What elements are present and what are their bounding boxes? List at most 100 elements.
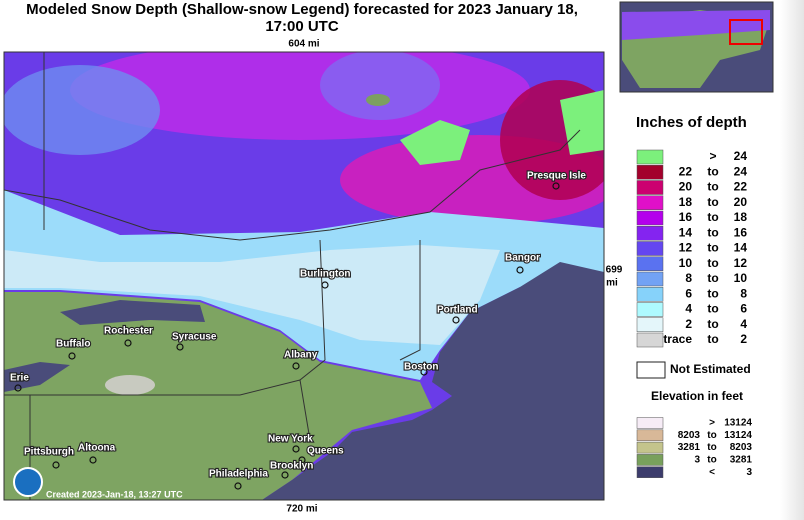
inset-map — [619, 1, 774, 93]
legend-label: 2 — [685, 317, 692, 331]
legend-label: to — [707, 210, 718, 224]
lake — [60, 300, 205, 325]
legend-title: Inches of depth — [636, 114, 747, 131]
city-marker — [552, 182, 560, 190]
legend-label: 6 — [685, 286, 692, 300]
city-marker — [292, 362, 300, 370]
city-marker — [452, 316, 460, 324]
legend-label: to — [707, 430, 716, 441]
legend-label: 2 — [740, 332, 747, 346]
legend-label: 3281 — [678, 442, 701, 453]
legend-label: trace — [663, 332, 692, 346]
legend-label: 13124 — [724, 418, 752, 429]
city-marker — [234, 482, 242, 490]
legend-swatch — [636, 195, 664, 210]
legend-label: 24 — [734, 164, 748, 178]
title-line: 17:00 UTC — [265, 18, 339, 35]
city-label: Queens — [307, 446, 344, 457]
legend-label: to — [707, 256, 718, 270]
map-frame — [3, 51, 605, 501]
legend-label: 13124 — [724, 430, 752, 441]
land — [105, 375, 155, 395]
legend-label: to — [707, 302, 718, 316]
city-label: Philadelphia — [209, 469, 268, 480]
city-label: Albany — [284, 350, 318, 361]
legend-label: 3 — [746, 467, 752, 478]
city-label: Brooklyn — [270, 461, 313, 472]
city-label: Erie — [10, 373, 29, 384]
legend-label: 8 — [740, 286, 747, 300]
land — [366, 94, 390, 106]
boundaries — [4, 52, 581, 500]
title-line: Modeled Snow Depth (Shallow-snow Legend)… — [26, 1, 578, 18]
legend-swatch — [636, 332, 664, 348]
city-label: Presque Isle — [527, 171, 586, 182]
legend-swatch — [636, 429, 664, 442]
city-marker — [321, 281, 329, 289]
snow-area — [400, 120, 470, 165]
legend-label: 3281 — [730, 455, 753, 466]
legend-label: 12 — [734, 256, 748, 270]
legend-label: 24 — [734, 149, 748, 163]
legend-label: > — [709, 149, 716, 163]
ocean — [262, 262, 604, 500]
legend-swatch — [636, 271, 664, 287]
noaa-logo — [13, 467, 43, 497]
city-label: Pittsburgh — [24, 447, 74, 458]
created-note: Created 2023-Jan-18, 13:27 UTC — [46, 489, 183, 499]
snow-area — [320, 52, 440, 120]
map: Presque Isle Bangor Burlington Portland Roch… — [4, 52, 604, 500]
legend-swatch — [636, 441, 664, 454]
legend-label: to — [707, 195, 718, 209]
city-marker — [516, 266, 524, 274]
legend-swatch — [636, 302, 664, 317]
legend-label: to — [707, 180, 718, 194]
city-marker — [298, 456, 306, 464]
city-label: Bangor — [505, 253, 540, 264]
legend-label: to — [707, 271, 718, 285]
city-marker — [89, 456, 97, 464]
legend-swatch — [636, 210, 664, 226]
legend-label: 12 — [679, 241, 693, 255]
legend-label: to — [707, 455, 716, 466]
legend-label: < — [709, 467, 715, 478]
legend-swatch — [636, 241, 664, 256]
legend-swatch — [636, 149, 664, 165]
city-label: Boston — [404, 362, 438, 373]
scale-label: 720 mi — [286, 504, 317, 515]
legend-label: to — [707, 225, 718, 239]
city-label: Rochester — [104, 326, 153, 337]
legend-subtitle: Elevation in feet — [651, 389, 743, 403]
legend-label: 22 — [679, 164, 693, 178]
city-label: Syracuse — [172, 332, 217, 343]
snow-area — [4, 65, 160, 155]
legend-label: 16 — [679, 210, 693, 224]
legend-label: 20 — [734, 195, 748, 209]
legend-swatch — [636, 417, 664, 429]
city-label: Portland — [437, 305, 478, 316]
legend-label: 10 — [679, 256, 693, 270]
legend-swatch — [636, 165, 664, 180]
city-marker — [292, 445, 300, 453]
city-label: New York — [268, 434, 313, 445]
legend-label: 22 — [734, 180, 748, 194]
city-marker — [68, 352, 76, 360]
legend-label: 18 — [679, 195, 693, 209]
legend-swatch — [636, 287, 664, 302]
legend-label: 8203 — [730, 442, 753, 453]
city-marker — [281, 471, 289, 479]
legend-swatch — [636, 466, 664, 478]
city-marker — [176, 343, 184, 351]
legend-swatch — [636, 317, 664, 332]
legend-label: 6 — [740, 302, 747, 316]
legend-swatch — [636, 256, 664, 271]
legend-label: 4 — [740, 317, 747, 331]
legend-label: to — [707, 332, 718, 346]
land — [4, 292, 432, 500]
legend-label: 10 — [734, 271, 748, 285]
edge-shade — [780, 0, 804, 520]
legend-label: 3 — [694, 455, 700, 466]
cities: Presque Isle Bangor Burlington Portland Roch… — [9, 170, 587, 490]
